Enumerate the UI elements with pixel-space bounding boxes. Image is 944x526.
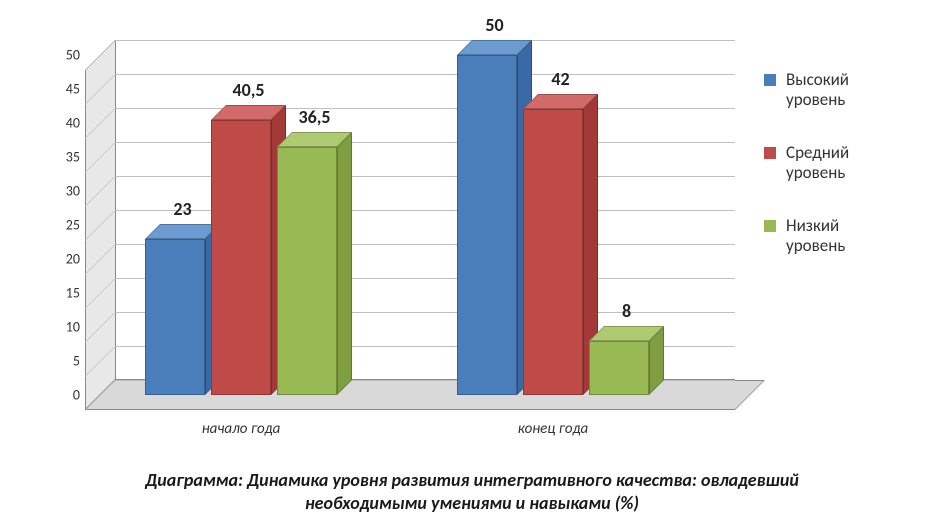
bar-front bbox=[589, 341, 649, 395]
y-tick-label: 25 bbox=[40, 217, 80, 234]
legend-label: Среднийуровень bbox=[786, 143, 849, 184]
y-tick-label: 10 bbox=[40, 319, 80, 336]
y-tick-label: 45 bbox=[40, 81, 80, 98]
y-tick-label: 30 bbox=[40, 183, 80, 200]
y-tick-label: 15 bbox=[40, 285, 80, 302]
caption-line1: Диаграмма: Динамика уровня развития инте… bbox=[145, 469, 799, 491]
gridline bbox=[115, 74, 735, 75]
bar-front bbox=[211, 120, 271, 395]
legend: Высокийуровень Среднийуровень Низкийуровен… bbox=[764, 70, 934, 288]
bar bbox=[457, 55, 517, 395]
bar bbox=[211, 120, 271, 395]
bar-value-label: 50 bbox=[455, 14, 535, 36]
bar-value-label: 42 bbox=[521, 68, 601, 90]
bar-front bbox=[277, 147, 337, 395]
bar bbox=[589, 341, 649, 395]
legend-item: Низкийуровень bbox=[764, 216, 934, 257]
y-tick-label: 35 bbox=[40, 149, 80, 166]
bar-front bbox=[457, 55, 517, 395]
y-tick-label: 20 bbox=[40, 251, 80, 268]
bar-front bbox=[523, 109, 583, 395]
bar bbox=[523, 109, 583, 395]
x-category-label: начало года bbox=[141, 420, 341, 438]
legend-item: Среднийуровень bbox=[764, 143, 934, 184]
chart-caption: Диаграмма: Динамика уровня развития инте… bbox=[0, 469, 944, 514]
legend-label: Высокийуровень bbox=[786, 70, 849, 111]
bar bbox=[145, 239, 205, 395]
legend-swatch bbox=[764, 220, 776, 232]
x-category-label: конец года bbox=[453, 420, 653, 438]
legend-swatch bbox=[764, 147, 776, 159]
gridline bbox=[115, 108, 735, 109]
y-tick-label: 0 bbox=[40, 387, 80, 404]
bar-value-label: 8 bbox=[587, 300, 667, 322]
y-tick-label: 50 bbox=[40, 47, 80, 64]
bar bbox=[277, 147, 337, 395]
gridline bbox=[115, 142, 735, 143]
y-tick-label: 5 bbox=[40, 353, 80, 370]
bar-front bbox=[145, 239, 205, 395]
bar-value-label: 36,5 bbox=[275, 106, 355, 128]
caption-line2: необходимыми умениями и навыками (%) bbox=[305, 492, 639, 514]
legend-swatch bbox=[764, 74, 776, 86]
bar-side bbox=[337, 132, 352, 395]
bar-value-label: 40,5 bbox=[209, 79, 289, 101]
legend-item: Высокийуровень bbox=[764, 70, 934, 111]
gridline bbox=[115, 176, 735, 177]
legend-label: Низкийуровень bbox=[786, 216, 845, 257]
chart-container: 2340,536,550428 начало годаконец года 05… bbox=[30, 10, 750, 440]
plot-area: 2340,536,550428 начало годаконец года bbox=[85, 40, 735, 410]
y-tick-label: 40 bbox=[40, 115, 80, 132]
gridline bbox=[115, 40, 735, 41]
